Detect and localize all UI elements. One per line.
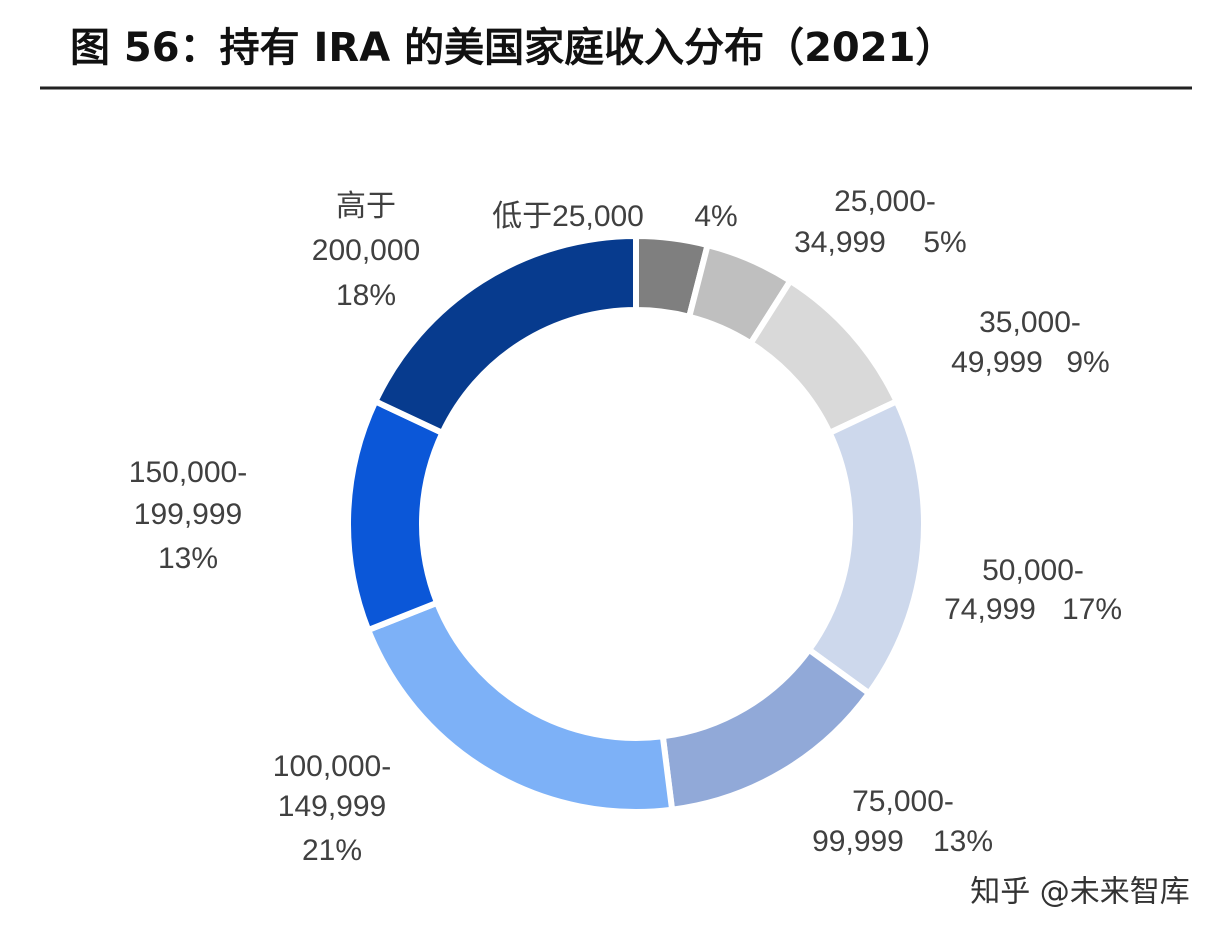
category-label: 25,000-34,999 xyxy=(794,185,936,259)
category-label: 低于25,000 xyxy=(492,200,644,233)
value-label: 21% xyxy=(302,834,362,867)
donut-segment xyxy=(371,232,639,437)
category-label: 100,000-149,999 xyxy=(273,750,391,823)
value-label: 18% xyxy=(336,279,396,312)
category-label: 50,000-74,999 xyxy=(944,554,1084,626)
value-label: 5% xyxy=(923,226,966,259)
value-label: 13% xyxy=(933,825,993,858)
category-label: 150,000-199,999 xyxy=(129,456,247,531)
category-label: 35,000-49,999 xyxy=(951,306,1081,379)
watermark: 知乎 @未来智库 xyxy=(970,875,1190,910)
category-label: 高于 200,000 xyxy=(312,190,420,267)
category-label: 75,000-99,999 xyxy=(812,785,954,858)
value-label: 9% xyxy=(1066,346,1109,379)
value-label: 4% xyxy=(694,200,737,233)
value-label: 13% xyxy=(158,542,218,575)
value-label: 17% xyxy=(1062,593,1122,626)
chart-title: 图 56：持有 IRA 的美国家庭收入分布（2021） xyxy=(70,25,955,71)
